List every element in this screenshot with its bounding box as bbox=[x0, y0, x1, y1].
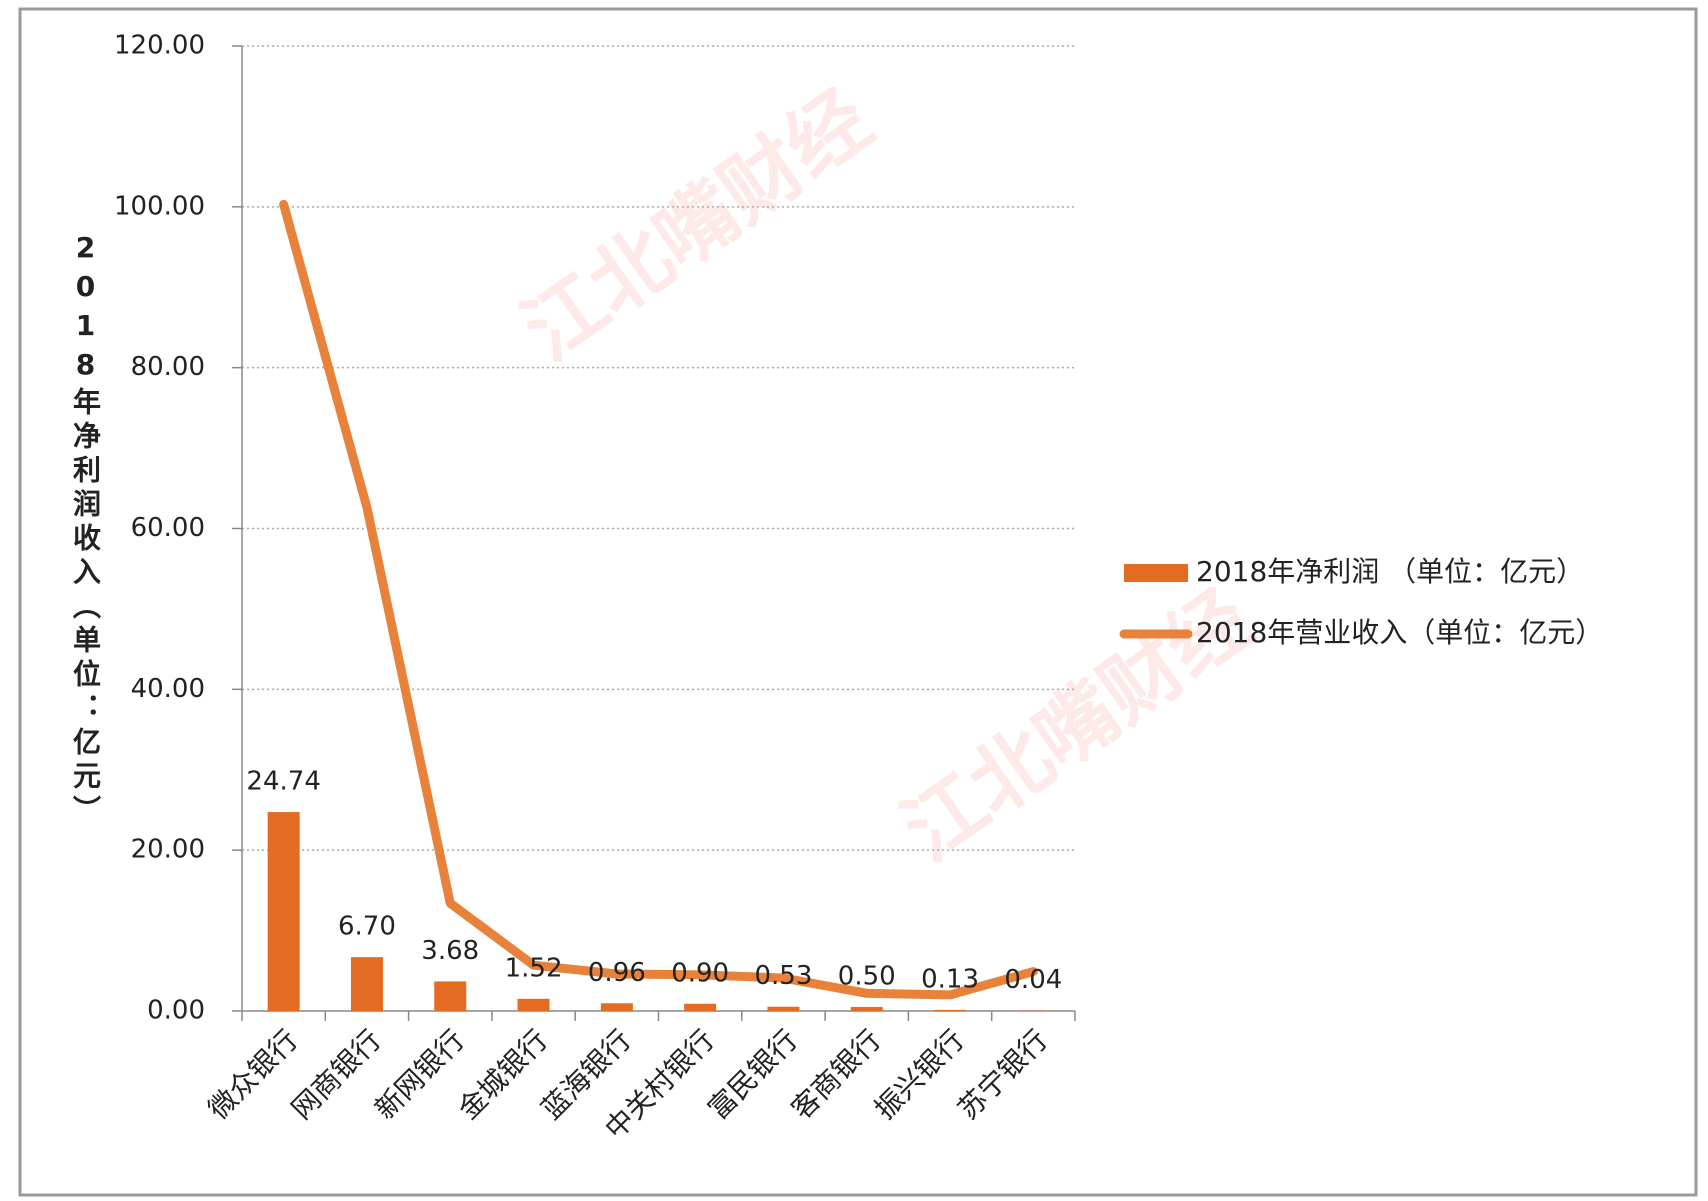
data-label: 0.90 bbox=[671, 958, 729, 988]
legend-label: 2018年营业收入（单位：亿元） bbox=[1196, 616, 1603, 649]
x-tick-label: 客商银行 bbox=[785, 1023, 888, 1126]
data-label: 0.04 bbox=[1004, 965, 1062, 995]
bar bbox=[517, 998, 550, 1011]
bar bbox=[850, 1006, 883, 1011]
data-label: 6.70 bbox=[338, 912, 396, 942]
data-label: 0.13 bbox=[921, 964, 979, 994]
x-tick-label: 振兴银行 bbox=[868, 1023, 971, 1126]
watermark: 江北嘴财经 bbox=[506, 73, 887, 379]
legend-swatch bbox=[1124, 564, 1188, 582]
data-label: 0.53 bbox=[755, 961, 813, 991]
bar bbox=[350, 957, 383, 1011]
bar bbox=[934, 1009, 967, 1011]
data-label: 0.50 bbox=[838, 961, 896, 991]
y-tick-label: 100.00 bbox=[114, 191, 205, 221]
data-label: 3.68 bbox=[421, 936, 479, 966]
bar bbox=[600, 1003, 633, 1011]
line bbox=[279, 199, 1038, 1000]
x-tick-label: 网商银行 bbox=[285, 1023, 388, 1126]
y-tick-label: 60.00 bbox=[131, 513, 205, 543]
x-tick-label: 富民银行 bbox=[702, 1023, 805, 1126]
data-label: 1.52 bbox=[505, 953, 563, 983]
bar bbox=[684, 1003, 717, 1011]
x-tick-label: 新网银行 bbox=[368, 1023, 471, 1126]
frame bbox=[18, 7, 1698, 1197]
bar bbox=[767, 1006, 800, 1011]
y-tick-label: 0.00 bbox=[147, 996, 205, 1026]
y-axis-title: 2018年净利润收入（单位：亿元） bbox=[69, 231, 102, 829]
y-tick-label: 80.00 bbox=[131, 352, 205, 382]
data-label: 0.96 bbox=[588, 958, 646, 988]
y-tick-label: 120.00 bbox=[114, 31, 205, 61]
legend-label: 2018年净利润 （单位：亿元） bbox=[1196, 555, 1584, 588]
bar bbox=[267, 812, 300, 1011]
x-tick-label: 苏宁银行 bbox=[951, 1023, 1054, 1126]
x-tick-label: 金城银行 bbox=[452, 1023, 555, 1126]
bar bbox=[434, 981, 467, 1011]
x-tick-label: 微众银行 bbox=[202, 1023, 305, 1126]
data-label: 24.74 bbox=[246, 767, 320, 797]
y-tick-label: 40.00 bbox=[131, 674, 205, 704]
y-tick-label: 20.00 bbox=[131, 835, 205, 865]
